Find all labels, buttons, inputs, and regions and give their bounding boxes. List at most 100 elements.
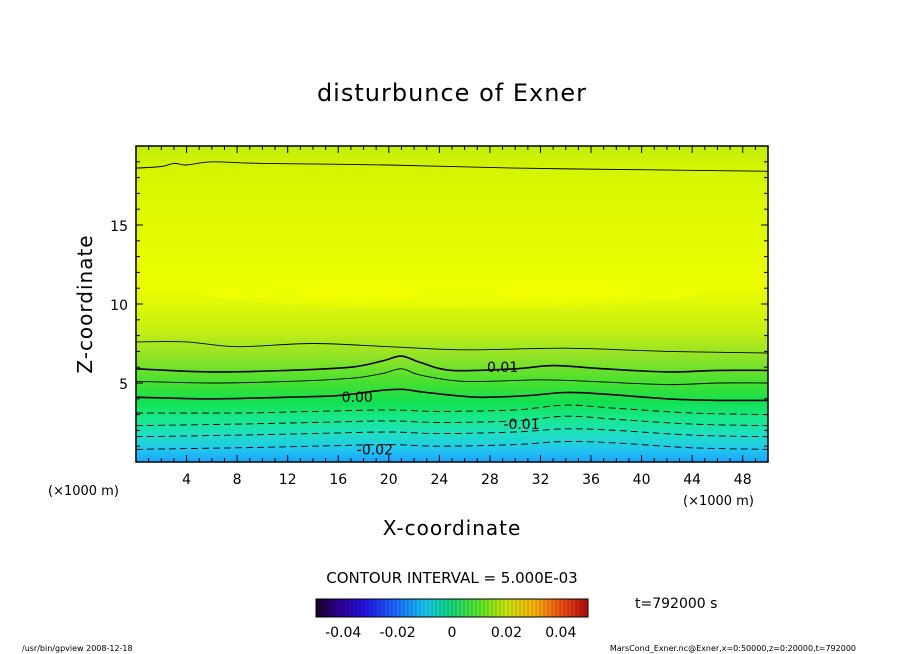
contour-line [136, 341, 768, 354]
colorbar-cell [332, 599, 337, 617]
colorbar-cell [532, 599, 537, 617]
colorbar-cell [512, 599, 517, 617]
colorbar-cell [420, 599, 425, 617]
x-tick-label: 8 [233, 472, 242, 488]
colorbar-cell [552, 599, 557, 617]
x-tick-label: 28 [481, 472, 499, 488]
footer-left: /usr/bin/gpview 2008-12-18 [22, 644, 133, 653]
colorbar-tick-label: 0.02 [491, 625, 522, 641]
time-text: t=792000 s [635, 596, 717, 612]
colorbar-cell [452, 599, 457, 617]
contour-interval-text: CONTOUR INTERVAL = 5.000E-03 [326, 569, 577, 587]
x-tick-label: 4 [182, 472, 191, 488]
x-tick-label: 36 [582, 472, 600, 488]
colorbar-cell [456, 599, 461, 617]
colorbar-cell [540, 599, 545, 617]
colorbar-tick-label: 0 [448, 625, 457, 641]
colorbar: -0.04 -0.02 0 0.02 0.04 [315, 598, 589, 641]
contour-line [136, 161, 768, 172]
colorbar-cell [404, 599, 409, 617]
colorbar-cell [580, 599, 585, 617]
colorbar-cell [416, 599, 421, 617]
colorbar-cell [344, 599, 349, 617]
colorbar-cell [408, 599, 413, 617]
colorbar-cell [548, 599, 553, 617]
contour-line [136, 404, 768, 416]
colorbar-cell [504, 599, 509, 617]
colorbar-cell [556, 599, 561, 617]
colorbar-cell [516, 599, 521, 617]
colorbar-cell [528, 599, 533, 617]
footer-right: MarsCond_Exner.nc@Exner,x=0:50000,z=0:20… [610, 644, 856, 653]
field-maximum-region [200, 276, 700, 308]
colorbar-cell [472, 599, 477, 617]
colorbar-cell [368, 599, 373, 617]
y-tick-label: 15 [110, 219, 128, 235]
colorbar-cell [484, 599, 489, 617]
contour-label: 0.01 [487, 360, 518, 376]
x-unit-label-left: (×1000 m) [48, 484, 119, 499]
colorbar-cell [348, 599, 353, 617]
y-tick-label: 5 [119, 377, 128, 393]
colorbar-cell [564, 599, 569, 617]
y-axis-title: Z-coordinate [73, 234, 97, 373]
colorbar-cell [572, 599, 577, 617]
colorbar-cell [436, 599, 441, 617]
colorbar-cell [364, 599, 369, 617]
x-tick-label: 40 [633, 472, 651, 488]
colorbar-cell [328, 599, 333, 617]
contour-line [136, 440, 768, 450]
contour-line [136, 368, 768, 386]
colorbar-cell [536, 599, 541, 617]
colorbar-cell [424, 599, 429, 617]
colorbar-cell [524, 599, 529, 617]
colorbar-cell [372, 599, 377, 617]
field-maximum-region-inner [300, 282, 420, 302]
field-maximum-region-inner-2 [500, 282, 620, 302]
x-tick-label: 20 [380, 472, 398, 488]
x-tick-label: 12 [279, 472, 297, 488]
colorbar-cell [448, 599, 453, 617]
colorbar-cell [432, 599, 437, 617]
colorbar-cell [412, 599, 417, 617]
x-tick-label: 48 [734, 472, 752, 488]
colorbar-cell [520, 599, 525, 617]
colorbar-cell [444, 599, 449, 617]
colorbar-cell [396, 599, 401, 617]
colorbar-cell [584, 599, 589, 617]
colorbar-cell [384, 599, 389, 617]
contour-line [136, 415, 768, 427]
y-tick-label: 10 [110, 298, 128, 314]
colorbar-tick-label: -0.04 [325, 625, 361, 641]
colorbar-cell [496, 599, 501, 617]
colorbar-cell [392, 599, 397, 617]
colorbar-cell [376, 599, 381, 617]
contour-label: 0.00 [342, 390, 373, 406]
colorbar-cell [492, 599, 497, 617]
colorbar-cell [356, 599, 361, 617]
colorbar-cell [464, 599, 469, 617]
colorbar-cell [476, 599, 481, 617]
x-tick-label: 32 [532, 472, 550, 488]
x-tick-label: 24 [430, 472, 448, 488]
contour-line [136, 355, 768, 373]
colorbar-cell [576, 599, 581, 617]
contour-label: -0.01 [503, 417, 539, 433]
plot-area: 0.01 0.00 -0.01 -0.02 [136, 146, 768, 462]
colorbar-cell [400, 599, 405, 617]
colorbar-cell [316, 599, 321, 617]
contour-label: -0.02 [357, 442, 393, 458]
colorbar-cell [320, 599, 325, 617]
colorbar-cell [560, 599, 565, 617]
colorbar-cell [468, 599, 473, 617]
contour-line [136, 388, 768, 402]
colorbar-tick-label: 0.04 [545, 625, 576, 641]
x-axis-title: X-coordinate [383, 516, 522, 540]
colorbar-frame [315, 598, 589, 618]
colorbar-cell [508, 599, 513, 617]
colorbar-cell [480, 599, 485, 617]
colorbar-cell [336, 599, 341, 617]
colorbar-cell [460, 599, 465, 617]
colorbar-tick-label: -0.02 [379, 625, 415, 641]
